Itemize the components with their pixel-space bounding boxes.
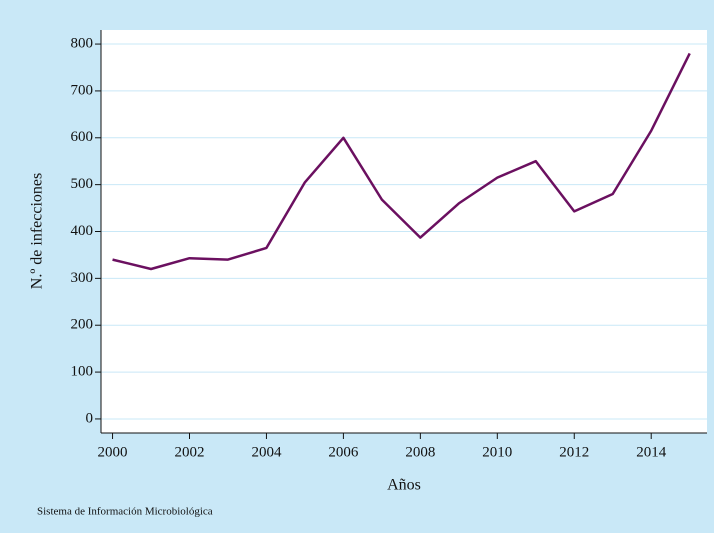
- x-tick-label: 2002: [174, 444, 204, 460]
- y-tick-label: 200: [71, 317, 94, 333]
- y-axis-label: N.º de infecciones: [29, 173, 46, 289]
- y-tick-label: 800: [71, 35, 94, 51]
- y-tick-label: 700: [71, 82, 94, 98]
- x-tick-label: 2004: [251, 444, 282, 460]
- x-tick-label: 2008: [405, 444, 435, 460]
- data-line: [112, 52, 691, 271]
- x-tick-label: 2014: [636, 444, 667, 460]
- x-tick-label: 2012: [559, 444, 589, 460]
- y-tick-label: 600: [71, 129, 94, 145]
- x-tick-label: 2000: [98, 444, 128, 460]
- y-tick-label: 500: [71, 176, 94, 192]
- y-tick-label: 0: [86, 410, 94, 426]
- source-note: Sistema de Información Microbiológica: [37, 506, 213, 518]
- x-tick-label: 2010: [482, 444, 512, 460]
- x-tick-label: 2006: [328, 444, 359, 460]
- y-tick-label: 100: [71, 364, 94, 380]
- y-tick-label: 300: [71, 270, 94, 286]
- x-axis-label: Años: [387, 477, 421, 494]
- y-tick-label: 400: [71, 223, 94, 239]
